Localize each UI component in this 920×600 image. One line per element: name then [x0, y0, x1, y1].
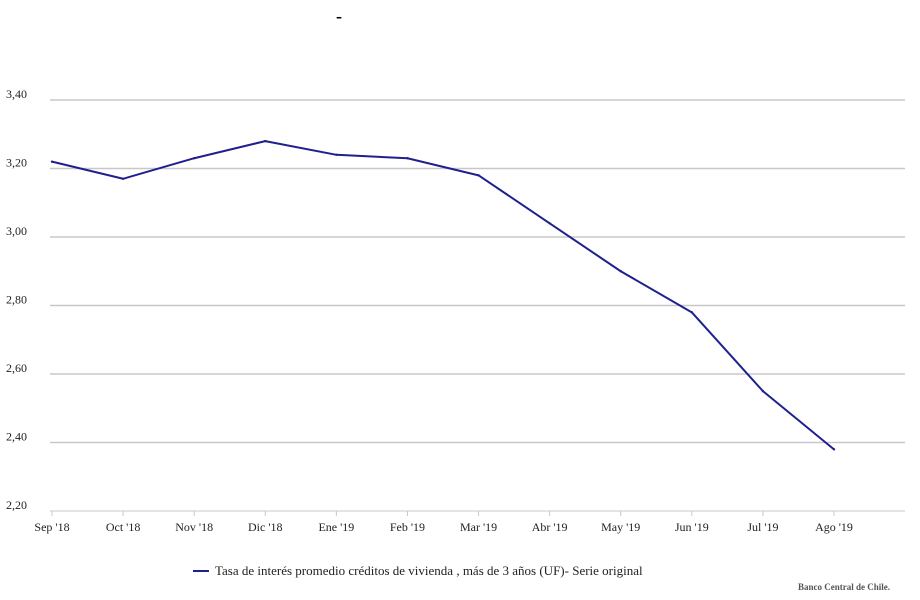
legend-label: Tasa de interés promedio créditos de viv…: [215, 563, 643, 578]
data-point: [477, 174, 480, 177]
x-tick-label: Abr '19: [532, 520, 568, 534]
gridlines: [50, 99, 905, 512]
y-tick-label: 2,40: [6, 430, 27, 444]
data-point: [50, 160, 54, 163]
series-group: [50, 139, 836, 451]
x-tick-label: Jun '19: [675, 520, 709, 534]
y-tick-label: 3,00: [6, 224, 27, 238]
x-tick-label: Nov '18: [175, 520, 213, 534]
data-point: [121, 177, 125, 180]
x-tick-label: Oct '18: [106, 520, 141, 534]
x-tick-label: Dic '18: [248, 520, 283, 534]
data-point: [619, 270, 622, 273]
y-tick-label: 2,60: [6, 361, 27, 375]
data-point: [548, 222, 551, 225]
source-credit: Banco Central de Chile.: [798, 582, 890, 592]
data-point: [264, 139, 267, 143]
x-tick-label: Feb '19: [390, 520, 425, 534]
x-tick-label: Ene '19: [318, 520, 354, 534]
data-point: [192, 157, 196, 160]
x-tick-label: Ago '19: [815, 520, 853, 534]
legend-swatch: [193, 570, 209, 572]
legend: Tasa de interés promedio créditos de viv…: [193, 563, 643, 579]
y-tick-label: 2,80: [6, 293, 27, 307]
data-point: [690, 311, 694, 314]
x-tick-label: Mar '19: [460, 520, 497, 534]
x-tick-label: May '19: [601, 520, 640, 534]
data-point: [406, 157, 409, 160]
y-tick-label: 2,20: [6, 498, 27, 512]
data-point: [832, 448, 836, 451]
y-axis-ticks: 2,20 2,40 2,60 2,80 3,00 3,20 3,40: [6, 87, 27, 512]
data-point: [335, 153, 338, 156]
chart-title: -: [336, 6, 342, 26]
y-tick-label: 3,40: [6, 87, 27, 101]
x-tick-label: Jul '19: [747, 520, 778, 534]
x-axis-ticks: Sep '18 Oct '18 Nov '18 Dic '18 Ene '19 Feb '…: [34, 511, 853, 534]
x-tick-label: Sep '18: [34, 520, 69, 534]
y-tick-label: 3,20: [6, 156, 27, 170]
series-line: [51, 140, 835, 451]
data-point: [761, 389, 765, 393]
